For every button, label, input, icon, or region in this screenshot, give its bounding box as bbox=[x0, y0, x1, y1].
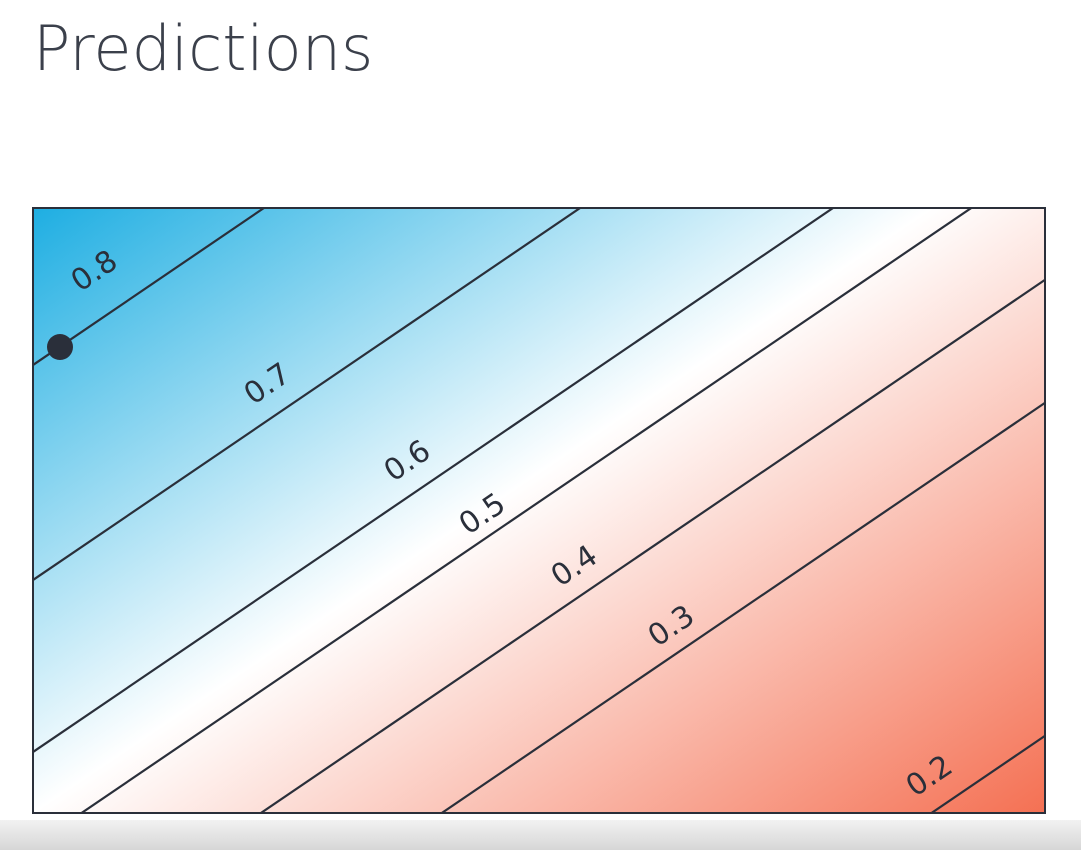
data-point bbox=[47, 334, 73, 360]
contour-line bbox=[79, 208, 974, 813]
contour-line bbox=[33, 208, 266, 367]
footer-strip bbox=[0, 820, 1081, 850]
contour-line bbox=[439, 401, 1045, 813]
contour-line bbox=[33, 208, 835, 754]
contour-line bbox=[33, 208, 583, 582]
chart-title: Predictions bbox=[33, 12, 373, 85]
contour-line bbox=[258, 278, 1045, 813]
contour-lines bbox=[33, 208, 1045, 813]
plot-background bbox=[33, 208, 1045, 813]
plot-border bbox=[32, 207, 1046, 814]
